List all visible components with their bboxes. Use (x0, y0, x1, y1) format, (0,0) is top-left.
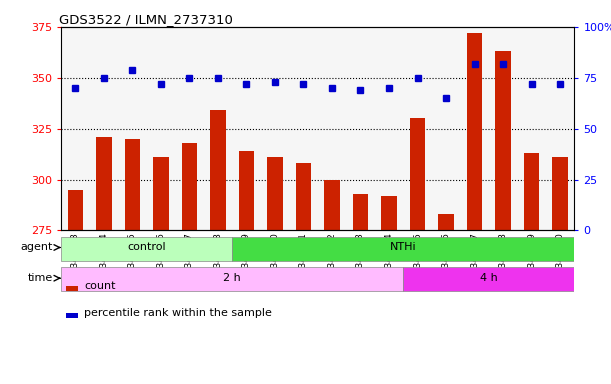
Bar (524, 153, 540, 384)
Bar (232, 237, 574, 261)
Bar (181, 143, 197, 384)
Bar (546, 27, 574, 230)
Bar (90, 27, 118, 230)
Text: agent: agent (20, 242, 53, 253)
Text: 2 h: 2 h (223, 273, 241, 283)
Bar (267, 157, 283, 384)
Text: GDS3522 / ILMN_2737310: GDS3522 / ILMN_2737310 (59, 13, 232, 26)
Bar (153, 157, 169, 384)
Bar (438, 214, 454, 384)
Bar (261, 27, 289, 230)
Bar (61, 237, 232, 261)
Bar (147, 27, 175, 230)
Bar (467, 33, 482, 384)
Bar (175, 27, 203, 230)
Bar (375, 27, 403, 230)
Text: percentile rank within the sample: percentile rank within the sample (84, 308, 272, 318)
Bar (232, 27, 261, 230)
Text: 4 h: 4 h (480, 273, 498, 283)
Text: time: time (27, 273, 53, 283)
Text: control: control (127, 242, 166, 253)
Bar (403, 267, 574, 291)
Bar (210, 110, 226, 384)
Bar (552, 157, 568, 384)
Bar (118, 27, 147, 230)
Bar (318, 27, 346, 230)
Bar (432, 27, 460, 230)
Bar (409, 119, 425, 384)
Bar (324, 180, 340, 384)
Bar (68, 190, 83, 384)
Bar (203, 27, 232, 230)
Bar (66, 286, 78, 291)
Bar (61, 267, 403, 291)
Bar (495, 51, 511, 384)
Text: NTHi: NTHi (390, 242, 417, 253)
Text: count: count (84, 281, 115, 291)
Bar (460, 27, 489, 230)
Bar (289, 27, 318, 230)
Bar (518, 27, 546, 230)
Bar (96, 137, 112, 384)
Bar (66, 313, 78, 318)
Bar (489, 27, 518, 230)
Bar (353, 194, 368, 384)
Bar (381, 196, 397, 384)
Bar (125, 139, 141, 384)
Bar (296, 163, 311, 384)
Bar (403, 27, 432, 230)
Bar (346, 27, 375, 230)
Bar (238, 151, 254, 384)
Bar (61, 27, 90, 230)
